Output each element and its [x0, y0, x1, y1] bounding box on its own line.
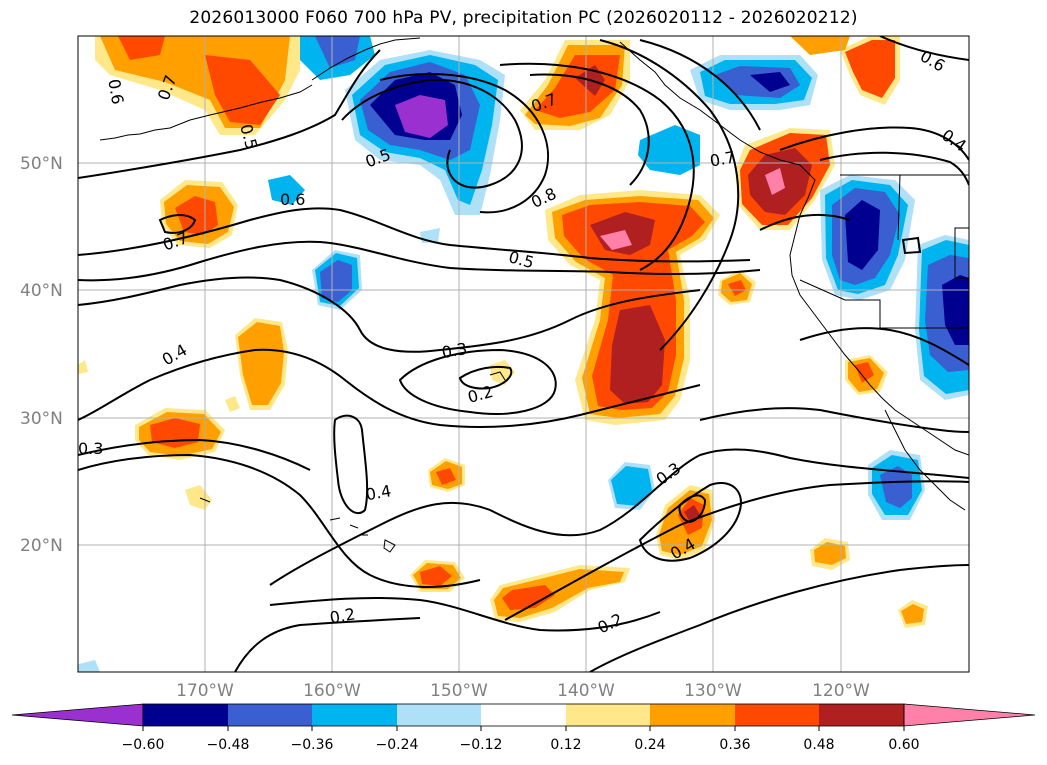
- precip-anomaly-positive: [95, 36, 300, 135]
- colorbar-segment: [819, 704, 904, 726]
- colorbar-tick-label: 0.36: [719, 737, 750, 753]
- colorbar-segment: [228, 704, 312, 726]
- contour-label: 0.3: [440, 339, 468, 362]
- map-plot-area: 0.6 0.7 0.6 0.7 0.5 0.8 0.5 0.6 0.7 0.7 …: [78, 36, 969, 672]
- map-grid: [78, 36, 969, 672]
- colorbar-extend-high: [903, 703, 1036, 727]
- colorbar-tick-label: 0.60: [888, 737, 919, 753]
- colorbar-segment: [566, 704, 650, 726]
- contour-label: 0.6: [280, 190, 305, 209]
- lon-tick-label: 140°W: [557, 681, 615, 701]
- colorbar-tick-label: −0.36: [291, 737, 334, 753]
- lat-tick-label: 30°N: [20, 409, 63, 429]
- precip-anomaly-positive: [735, 36, 900, 230]
- precip-anomaly-positive: [78, 180, 928, 628]
- contour-label: 0.2: [328, 604, 356, 627]
- colorbar-tick-label: −0.60: [122, 737, 165, 753]
- colorbar-tick-label: −0.12: [460, 737, 503, 753]
- colorbar-segment: [481, 704, 566, 726]
- colorbar-extend-low: [11, 703, 144, 727]
- pv-contours: [78, 36, 969, 672]
- lon-tick-label: 120°W: [812, 681, 870, 701]
- contour-label: 0.3: [78, 439, 103, 458]
- colorbar-segment: [143, 704, 228, 726]
- coastlines: [99, 37, 969, 553]
- colorbar-segment: [397, 704, 481, 726]
- precip-shading: [78, 36, 969, 672]
- contour-label: 0.6: [104, 78, 127, 106]
- colorbar-tick-label: 0.48: [803, 737, 834, 753]
- lat-tick-label: 50°N: [20, 154, 63, 174]
- colorbar-ticks: [142, 726, 905, 731]
- colorbar-tick-label: −0.48: [207, 737, 250, 753]
- lon-tick-label: 150°W: [430, 681, 488, 701]
- lon-tick-label: 170°W: [176, 681, 234, 701]
- colorbar-tick-label: 0.24: [634, 737, 665, 753]
- colorbar-tick-label: −0.24: [376, 737, 419, 753]
- precip-anomaly-positive: [520, 40, 630, 130]
- contour-label: 0.4: [364, 481, 392, 504]
- lon-tick-label: 130°W: [684, 681, 742, 701]
- plot-frame: [77, 35, 970, 673]
- lat-tick-label: 40°N: [20, 281, 63, 301]
- precip-anomaly-negative: [638, 55, 818, 175]
- chart-title: 2026013000 F060 700 hPa PV, precipitatio…: [189, 8, 858, 28]
- colorbar: −0.60 −0.48 −0.36 −0.24 −0.12 0.12 0.24 …: [11, 703, 1036, 753]
- lon-tick-label: 160°W: [303, 681, 361, 701]
- lat-tick-label: 20°N: [20, 536, 63, 556]
- contour-label: 0.7: [708, 147, 736, 170]
- colorbar-segment: [735, 704, 819, 726]
- colorbar-segment: [650, 704, 735, 726]
- lat-axis: 50°N 40°N 30°N 20°N: [20, 154, 63, 556]
- colorbar-tick-label: 0.12: [550, 737, 581, 753]
- precip-anomaly-negative: [300, 36, 505, 243]
- colorbar-segment: [312, 704, 397, 726]
- lon-axis: 170°W 160°W 150°W 140°W 130°W 120°W: [176, 681, 870, 701]
